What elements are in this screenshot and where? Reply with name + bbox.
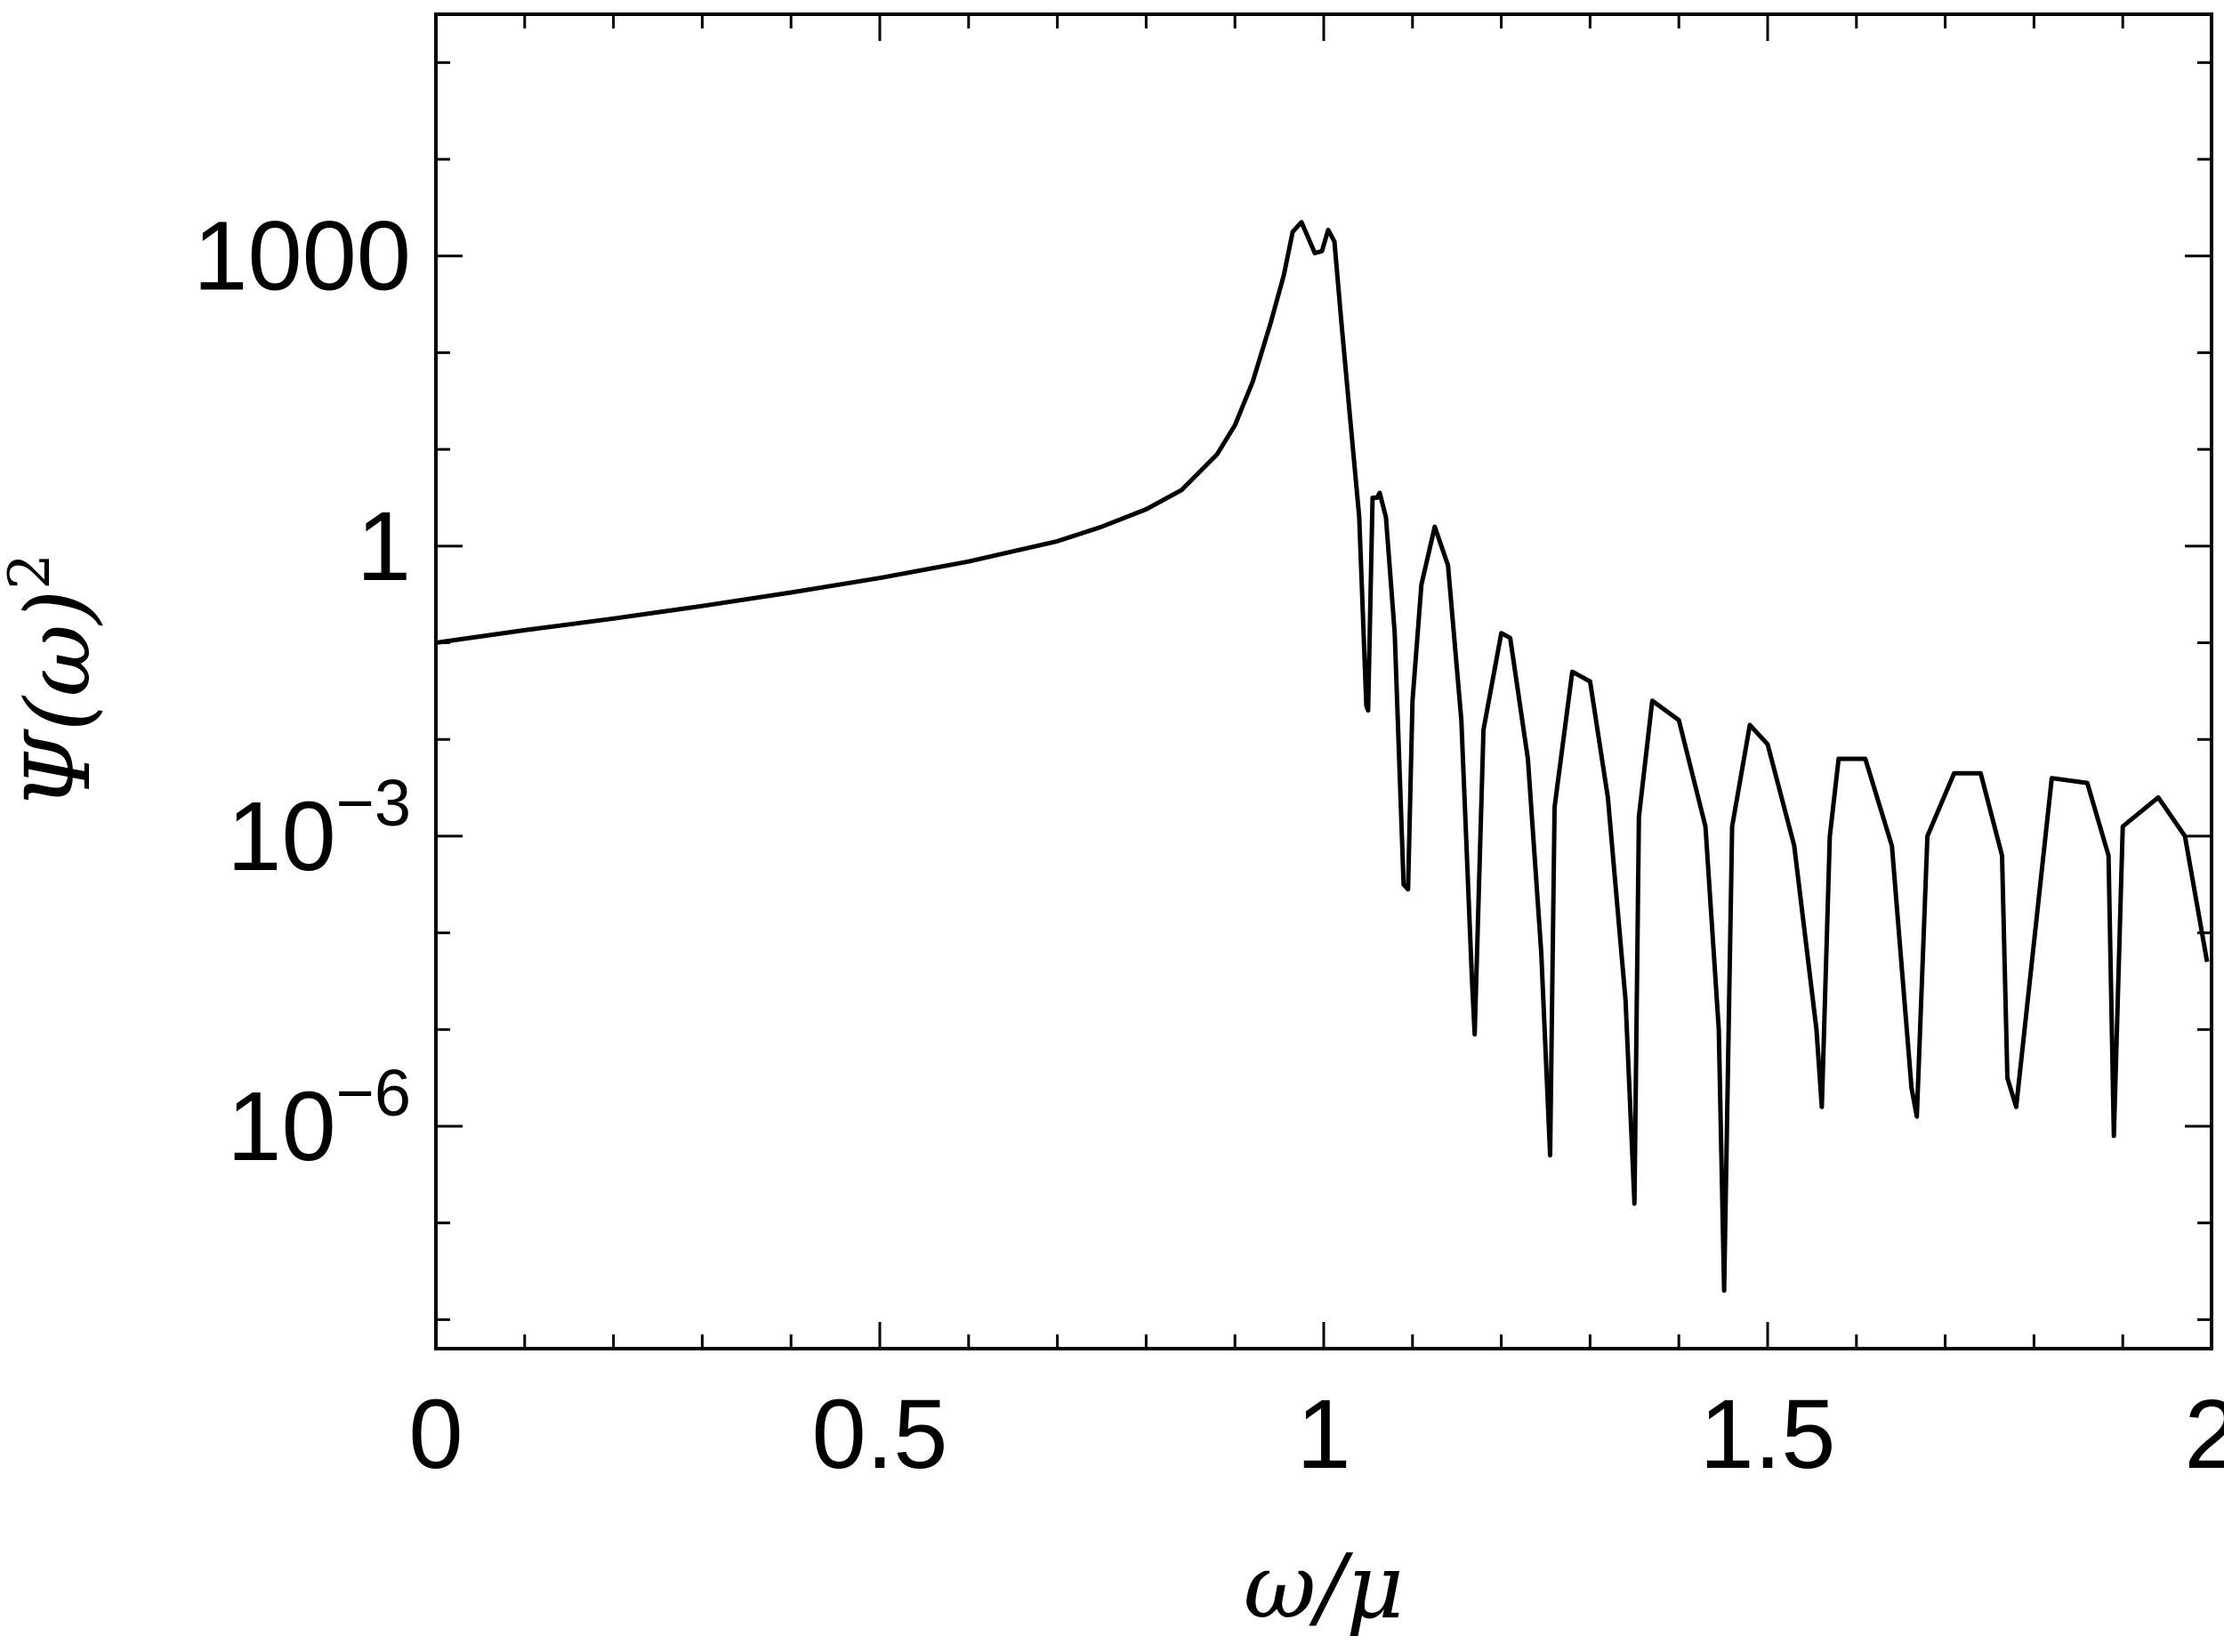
series-line	[435, 220, 2210, 1293]
y-tick-label: 1	[357, 492, 411, 601]
plot-frame	[434, 12, 2213, 1350]
y-axis-title: Ψ(ω)2	[0, 553, 110, 810]
y-ticks: 1000 1 10−3 10−6	[193, 60, 2212, 1321]
x-tick-label: 1.5	[1700, 1380, 1836, 1489]
x-tick-label: 2	[2184, 1380, 2224, 1489]
x-ticks: 0 0.5 1 1.5 2	[408, 14, 2224, 1489]
x-tick-label: 1	[1296, 1380, 1350, 1489]
y-tick-label: 1000	[193, 202, 411, 311]
y-axis-title-exponent: 2	[0, 553, 63, 590]
x-tick-label: 0.5	[812, 1380, 948, 1489]
y-tick-label: 10−3	[227, 766, 411, 891]
x-tick-label: 0	[408, 1380, 463, 1489]
x-axis-title: ω/μ	[1244, 1535, 1404, 1639]
y-axis-title-base: Ψ(ω)	[6, 590, 110, 810]
y-tick-label: 10−6	[227, 1056, 411, 1181]
